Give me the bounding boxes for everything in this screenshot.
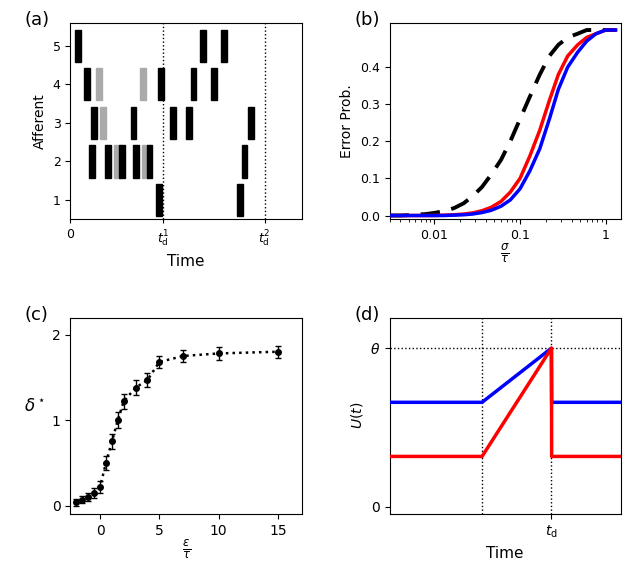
- Text: (b): (b): [355, 11, 380, 29]
- Bar: [105, 145, 111, 177]
- X-axis label: Time: Time: [486, 546, 524, 561]
- Y-axis label: $U(t)$: $U(t)$: [349, 402, 365, 429]
- Text: (c): (c): [24, 306, 48, 324]
- Text: (a): (a): [24, 11, 49, 29]
- Bar: [156, 184, 162, 216]
- Bar: [133, 145, 139, 177]
- Bar: [248, 107, 254, 139]
- Bar: [170, 107, 175, 139]
- Y-axis label: Error Prob.: Error Prob.: [340, 84, 355, 158]
- Bar: [200, 29, 205, 62]
- Bar: [140, 68, 145, 101]
- Bar: [211, 68, 217, 101]
- Text: (d): (d): [355, 306, 380, 324]
- Y-axis label: Afferent: Afferent: [33, 93, 47, 149]
- Bar: [131, 107, 136, 139]
- Bar: [119, 145, 125, 177]
- Bar: [237, 184, 243, 216]
- Bar: [75, 29, 81, 62]
- Bar: [115, 145, 120, 177]
- X-axis label: $\frac{\sigma}{\tau}$: $\frac{\sigma}{\tau}$: [500, 242, 510, 265]
- Bar: [96, 68, 102, 101]
- Bar: [158, 68, 164, 101]
- Bar: [100, 107, 106, 139]
- Bar: [84, 68, 90, 101]
- Bar: [221, 29, 227, 62]
- Bar: [186, 107, 192, 139]
- Y-axis label: $\delta^\star$: $\delta^\star$: [24, 398, 46, 416]
- Bar: [241, 145, 247, 177]
- Bar: [147, 145, 152, 177]
- X-axis label: $\frac{\varepsilon}{\tau}$: $\frac{\varepsilon}{\tau}$: [182, 538, 191, 561]
- Bar: [89, 145, 95, 177]
- Bar: [191, 68, 196, 101]
- X-axis label: Time: Time: [167, 254, 205, 269]
- Bar: [92, 107, 97, 139]
- Bar: [142, 145, 148, 177]
